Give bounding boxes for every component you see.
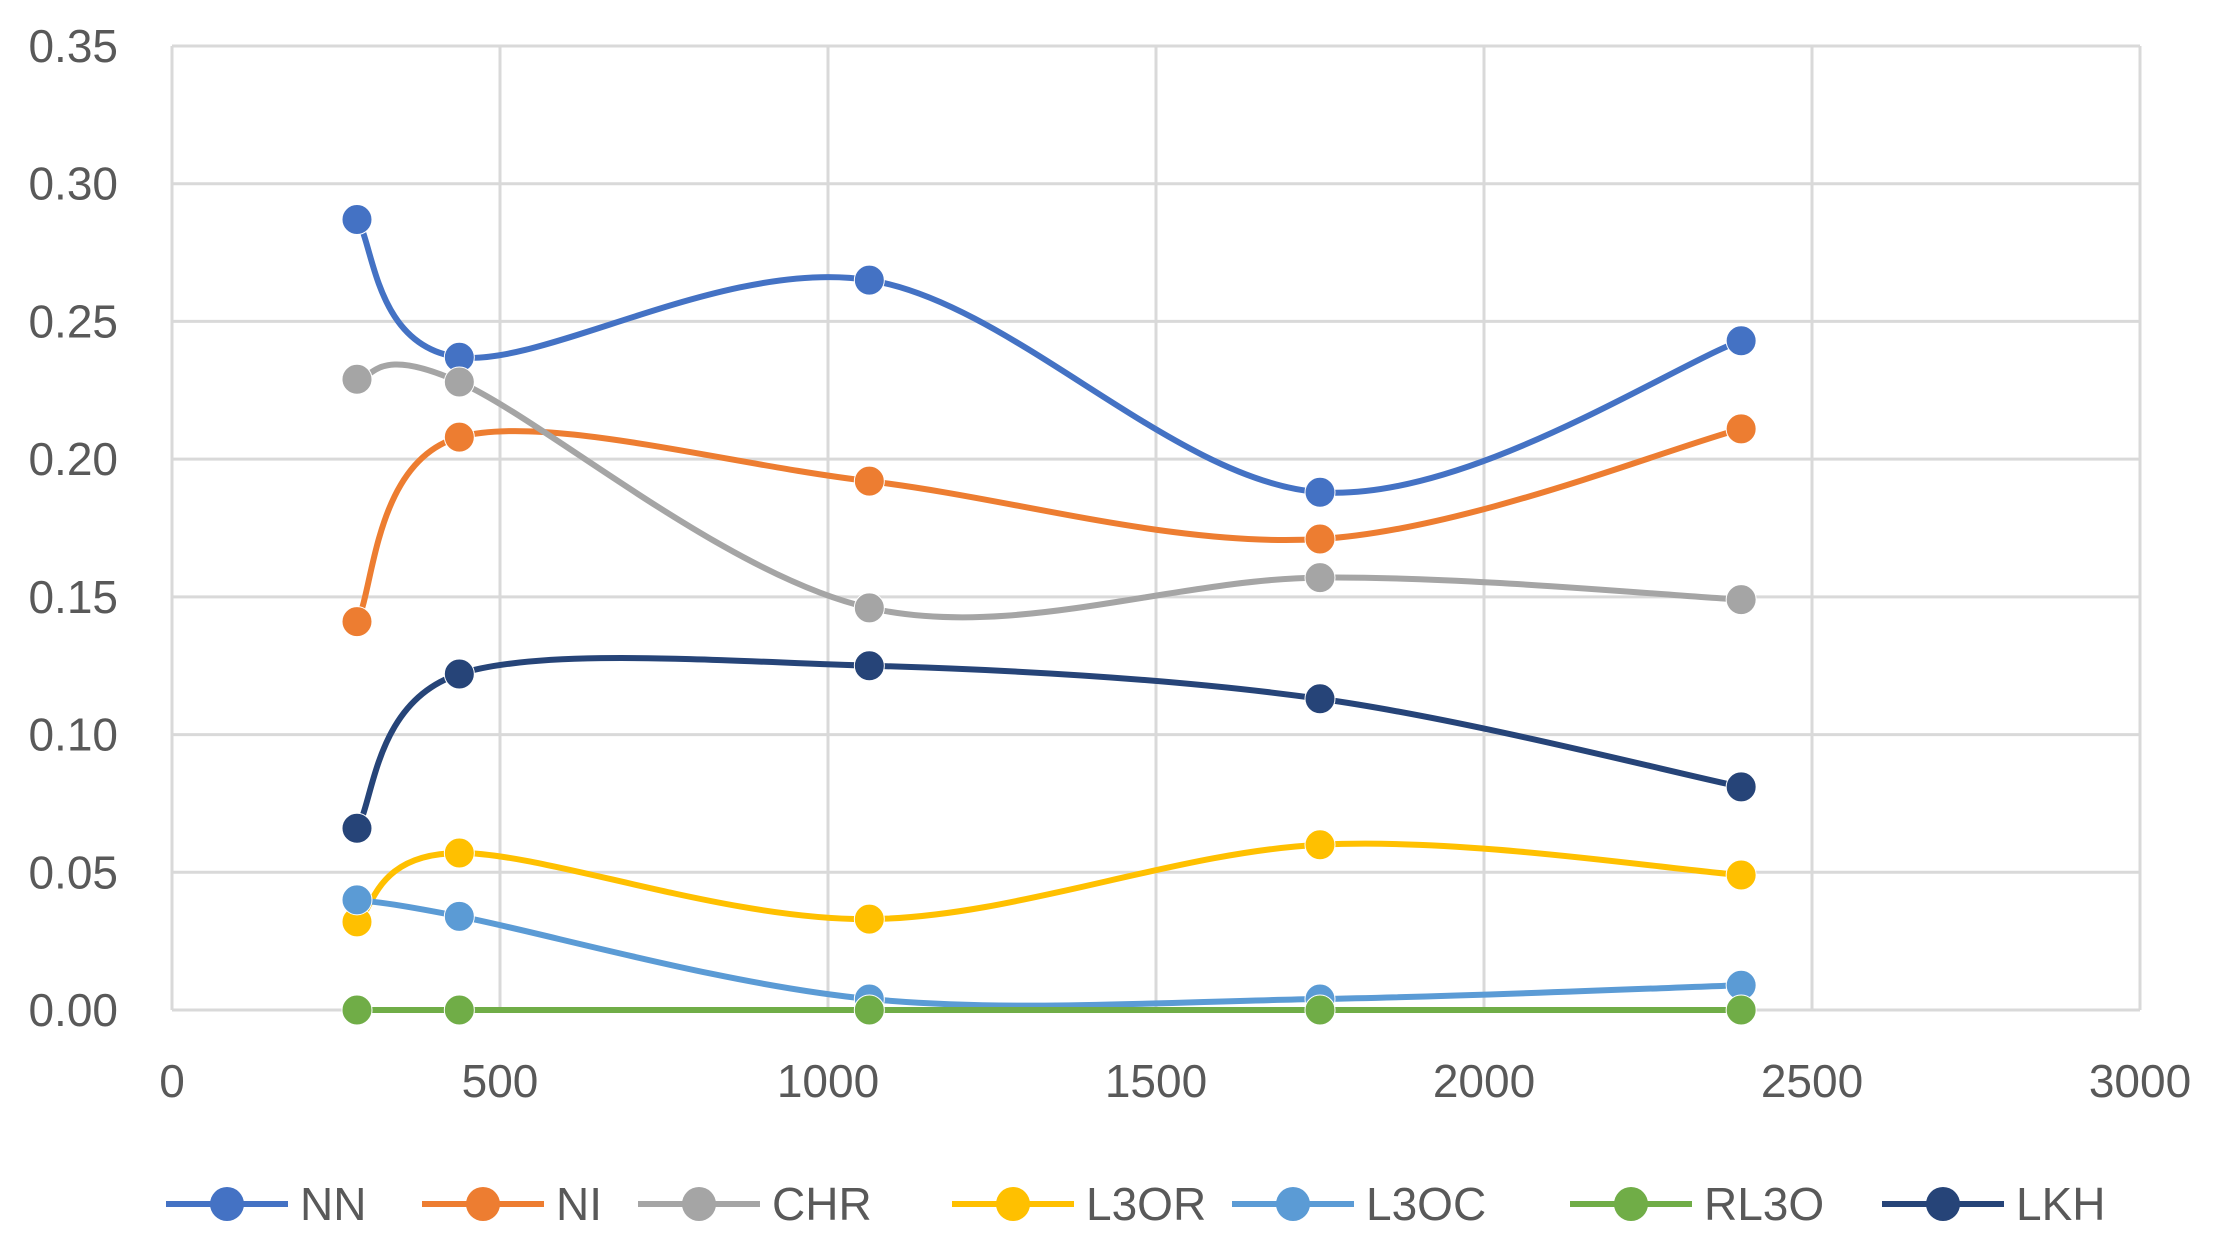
x-tick-label: 1000 [777,1055,879,1107]
data-point [1304,829,1336,861]
data-point [853,994,885,1026]
axes: 0.00 0.05 0.10 0.15 0.20 0.25 0.30 0.35 0 500 1000… [28,20,2191,1107]
series-line [353,896,1745,1009]
series-line [353,840,1745,925]
legend-swatch-marker [1276,1187,1310,1221]
series-line [353,361,1745,621]
data-series [341,204,1757,1026]
legend-label: NI [556,1178,602,1230]
data-point [443,366,475,398]
data-point [1304,476,1336,508]
data-point [1725,413,1757,445]
legend-item: RL3O [1570,1178,1824,1230]
series-ni [341,413,1757,638]
data-point [1304,562,1336,594]
data-point [1725,584,1757,616]
legend-swatch-marker [996,1187,1030,1221]
data-point [853,903,885,935]
legend-swatch-marker [1926,1187,1960,1221]
legend-swatch-marker [210,1187,244,1221]
data-point [443,994,475,1026]
y-tick-label: 0.35 [28,20,118,72]
data-point [341,204,373,236]
legend-label: CHR [772,1178,872,1230]
series-nn [341,204,1757,508]
data-point [1304,994,1336,1026]
legend-swatch-marker [466,1187,500,1221]
legend-swatch-marker [1614,1187,1648,1221]
data-point [341,606,373,638]
y-tick-label: 0.10 [28,709,118,761]
data-point [443,421,475,453]
series-l3or [341,829,1757,938]
series-chr [341,361,1757,624]
data-point [853,650,885,682]
legend-label: RL3O [1704,1178,1824,1230]
legend-label: LKH [2016,1178,2105,1230]
x-tick-label: 3000 [2089,1055,2191,1107]
grid-lines [170,44,2142,1012]
legend-item: CHR [638,1178,872,1230]
legend-item: NN [166,1178,366,1230]
data-point [853,264,885,296]
x-tick-label: 2500 [1761,1055,1863,1107]
series-rl3o [341,994,1757,1026]
data-point [1725,771,1757,803]
legend-label: L3OC [1366,1178,1486,1230]
x-tick-label: 2000 [1433,1055,1535,1107]
series-l3oc [341,884,1757,1015]
data-point [443,900,475,932]
data-point [1725,325,1757,357]
series-lkh [341,650,1757,844]
series-line [353,425,1745,625]
series-line [353,655,1745,832]
y-tick-label: 0.05 [28,846,118,898]
data-point [443,837,475,869]
x-tick-label: 500 [462,1055,539,1107]
legend-label: NN [300,1178,366,1230]
data-point [341,994,373,1026]
data-point [853,465,885,497]
legend-swatch-marker [682,1187,716,1221]
y-tick-label: 0.25 [28,295,118,347]
data-point [1725,994,1757,1026]
legend: NN NI CHR L3OR L3OC RL3O LKH [166,1178,2105,1230]
data-point [341,812,373,844]
y-tick-label: 0.15 [28,571,118,623]
data-point [1725,859,1757,891]
data-point [853,592,885,624]
data-point [1304,683,1336,715]
x-tick-label: 1500 [1105,1055,1207,1107]
legend-item: L3OC [1232,1178,1486,1230]
legend-item: LKH [1882,1178,2105,1230]
legend-item: L3OR [952,1178,1206,1230]
y-tick-label: 0.20 [28,433,118,485]
y-tick-label: 0.30 [28,158,118,210]
data-point [443,658,475,690]
y-tick-label: 0.00 [28,984,118,1036]
data-point [341,363,373,395]
x-tick-label: 0 [159,1055,185,1107]
data-point [341,884,373,916]
series-line [353,216,1745,496]
legend-item: NI [422,1178,602,1230]
legend-label: L3OR [1086,1178,1206,1230]
data-point [1304,523,1336,555]
